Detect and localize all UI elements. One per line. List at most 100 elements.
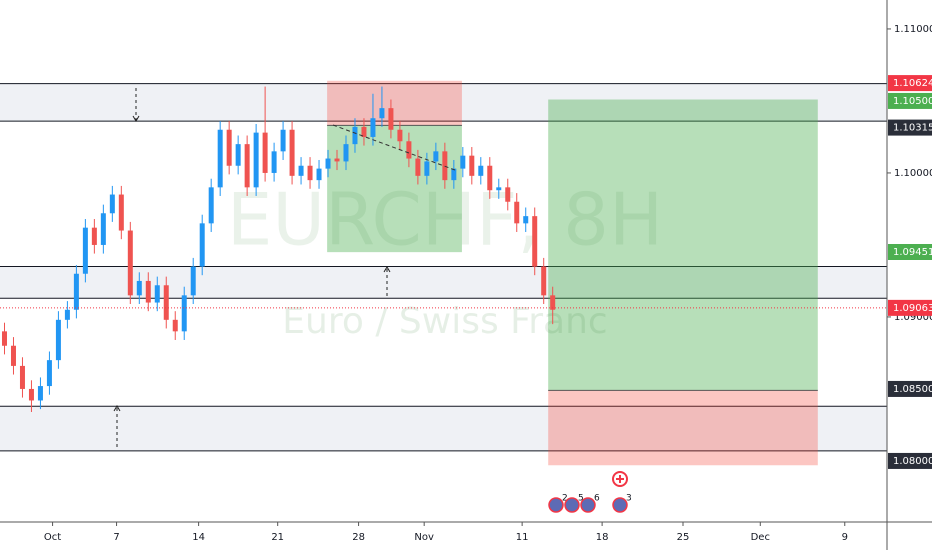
x-tick-label: Nov [414,532,434,543]
price-label-box [888,380,932,397]
event-icon[interactable] [612,497,628,513]
candle-body [253,132,259,188]
x-tick-label: 18 [596,532,609,543]
event-flag[interactable] [612,471,628,487]
candle-body [226,129,232,166]
price-label-box [888,92,932,109]
zone [0,83,887,122]
x-tick-label: 21 [271,532,284,543]
candle-body [235,144,241,166]
candle-body [10,345,16,366]
loss-zone [548,390,818,466]
candle-body [19,365,25,389]
candle-body [73,273,79,310]
price-label: 1.09451 [893,247,932,258]
candle-body [298,165,304,176]
candle-body [262,132,268,173]
candle-body [100,213,106,245]
candle-body [550,295,556,310]
candle-body [316,168,322,181]
candle-body [406,141,412,159]
candle-body [361,126,367,137]
zone [0,406,887,451]
x-tick-label: 25 [677,532,690,543]
candle-body [307,165,313,181]
x-tick-label: 9 [842,532,848,543]
candle-body [379,108,385,119]
candle-body [55,319,61,361]
event-icon[interactable] [548,497,564,513]
candle-body [523,216,529,224]
candle-body [1,331,7,346]
x-tick-label: 28 [352,532,365,543]
candle-body [352,126,358,145]
x-tick-label: 7 [113,532,119,543]
candle-body [181,295,187,332]
candle-body [541,266,547,296]
x-tick-label: 11 [516,532,529,543]
description-watermark: Euro / Swiss Franc [282,301,607,342]
candle-body [289,129,295,176]
candle-body [388,108,394,130]
candle-body [82,227,88,274]
event-icon[interactable] [580,497,596,513]
arrows [113,88,391,450]
candle-body [397,129,403,142]
candle-body [172,319,178,332]
candle-body [199,223,205,267]
event-count: 3 [626,494,632,504]
candle-body [433,151,439,162]
price-label: 1.08000 [893,456,932,467]
candle-body [244,144,250,188]
candle-body [451,168,457,181]
event-count: 6 [594,494,600,504]
candle-body [496,187,502,191]
candle-body [91,227,97,245]
candle-body [271,151,277,173]
candle-body [469,155,475,176]
candle-body [478,165,484,176]
candle-body [280,129,286,152]
candle-body [208,187,214,224]
candle-body [532,216,538,267]
candle-body [370,118,376,137]
price-label: 1.08500 [893,384,932,395]
x-tick-label: 14 [192,532,205,543]
candle-body [325,158,331,169]
candle-body [190,266,196,296]
price-label: 1.10624 [893,78,932,89]
symbol-watermark: EURCHF, 8H [227,178,663,262]
profit-zone [548,99,818,391]
candle-body [334,158,340,162]
price-label-box [888,75,932,92]
candle-body [154,285,160,303]
event-icon[interactable] [564,497,580,513]
candle-body [163,285,169,320]
price-label: 1.10500 [893,96,932,107]
price-label-box [888,119,932,136]
y-tick-label: 1.10000 [894,168,932,179]
event-count: 2 [562,494,568,504]
candle-body [145,280,151,303]
profit-zone [327,125,462,253]
trend-line [332,124,456,171]
candle-body [64,309,70,320]
candle-body [460,155,466,169]
candle-body [343,144,349,162]
candle-body [217,129,223,188]
y-tick-label: 1.11000 [894,24,932,35]
candle-body [28,388,34,401]
candle-body [424,161,430,176]
y-tick-label: 1.09000 [894,312,932,323]
price-label-box [888,244,932,260]
price-label-box [888,452,932,469]
candle-body [514,201,520,224]
candle-body [127,230,133,296]
x-tick-label: Dec [751,532,770,543]
event-count: 5 [578,494,584,504]
candle-body [37,386,43,401]
candle-body [118,194,124,231]
candle-body [109,194,115,214]
candle-body [46,360,52,387]
